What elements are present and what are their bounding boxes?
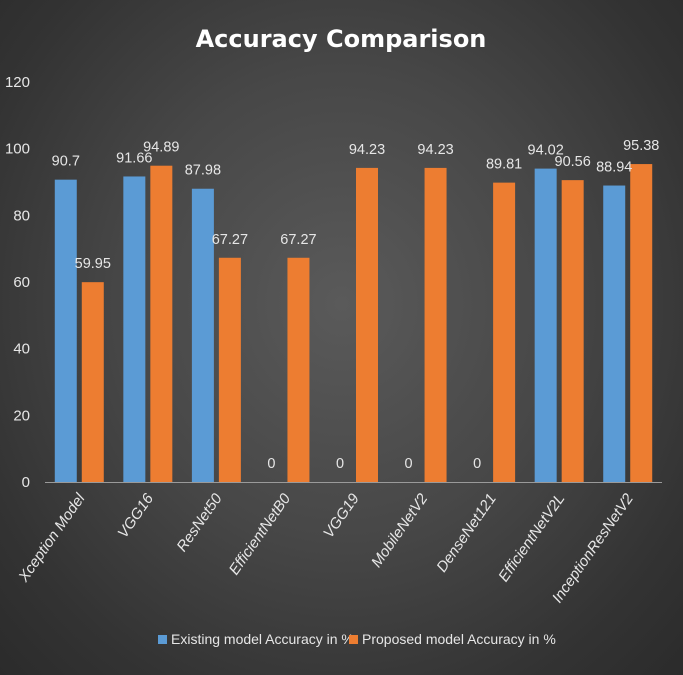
- y-tick-label: 0: [22, 474, 30, 491]
- legend-label-existing: Existing model Accuracy in %: [171, 631, 354, 647]
- legend-swatch-proposed: [349, 635, 358, 644]
- bar-existing: [191, 188, 214, 482]
- legend: Existing model Accuracy in % Proposed mod…: [158, 631, 556, 647]
- data-label-proposed: 94.89: [143, 140, 179, 156]
- data-label-proposed: 67.27: [280, 232, 316, 248]
- y-tick-label: 100: [5, 141, 30, 158]
- legend-label-proposed: Proposed model Accuracy in %: [362, 631, 556, 647]
- data-label-proposed: 94.23: [417, 142, 453, 158]
- x-tick-label: EfficientNetB0: [226, 490, 295, 578]
- data-label-existing: 0: [473, 456, 481, 472]
- x-tick-label: MobileNetV2: [368, 490, 432, 571]
- bar-proposed: [630, 164, 653, 483]
- bar-proposed: [424, 167, 447, 482]
- y-tick-label: 40: [13, 341, 30, 358]
- bar-proposed: [356, 167, 378, 482]
- y-tick-label: 120: [5, 74, 30, 91]
- legend-swatch-existing: [158, 635, 167, 644]
- data-label-existing: 0: [267, 456, 275, 472]
- y-tick-label: 60: [13, 274, 30, 291]
- bar-existing: [54, 179, 77, 482]
- x-tick-label: EfficientNetV2L: [495, 491, 568, 585]
- x-axis: Xception Model VGG16 ResNet50 EfficientNetB…: [15, 490, 638, 606]
- bar-existing: [603, 185, 626, 483]
- data-label-proposed: 67.27: [212, 232, 248, 248]
- bar-proposed: [218, 257, 241, 482]
- data-label-proposed: 90.56: [555, 154, 591, 170]
- y-tick-label: 80: [13, 207, 30, 224]
- data-label-existing: 0: [405, 456, 413, 472]
- data-label-existing: 91.66: [116, 150, 152, 166]
- bar-proposed: [287, 257, 310, 482]
- x-tick-label: DenseNet121: [433, 491, 500, 576]
- x-tick-label: ResNet50: [173, 490, 226, 555]
- y-tick-label: 20: [13, 407, 30, 424]
- x-tick-label: Xception Model: [15, 490, 89, 586]
- data-label-existing: 90.7: [52, 154, 80, 170]
- bar-proposed: [81, 282, 104, 482]
- bar-existing: [123, 176, 146, 482]
- bar-proposed: [493, 182, 516, 482]
- data-label-existing: 87.98: [185, 163, 221, 179]
- data-label-existing: 0: [336, 456, 344, 472]
- bar-existing: [534, 168, 557, 482]
- data-label-proposed: 59.95: [75, 256, 111, 272]
- x-tick-label: VGG16: [114, 490, 157, 541]
- data-label-proposed: 94.23: [349, 142, 385, 158]
- data-label-existing: 94.02: [528, 143, 564, 159]
- chart-title: Accuracy Comparison: [196, 25, 487, 53]
- x-tick-label: VGG19: [320, 490, 363, 541]
- data-label-existing: 88.94: [596, 160, 632, 176]
- bar-proposed: [561, 180, 584, 482]
- bar-proposed: [150, 165, 173, 482]
- data-label-proposed: 95.38: [623, 138, 659, 154]
- data-label-proposed: 89.81: [486, 157, 522, 173]
- bars: [54, 164, 653, 483]
- y-axis: 0 20 40 60 80 100 120: [5, 74, 662, 491]
